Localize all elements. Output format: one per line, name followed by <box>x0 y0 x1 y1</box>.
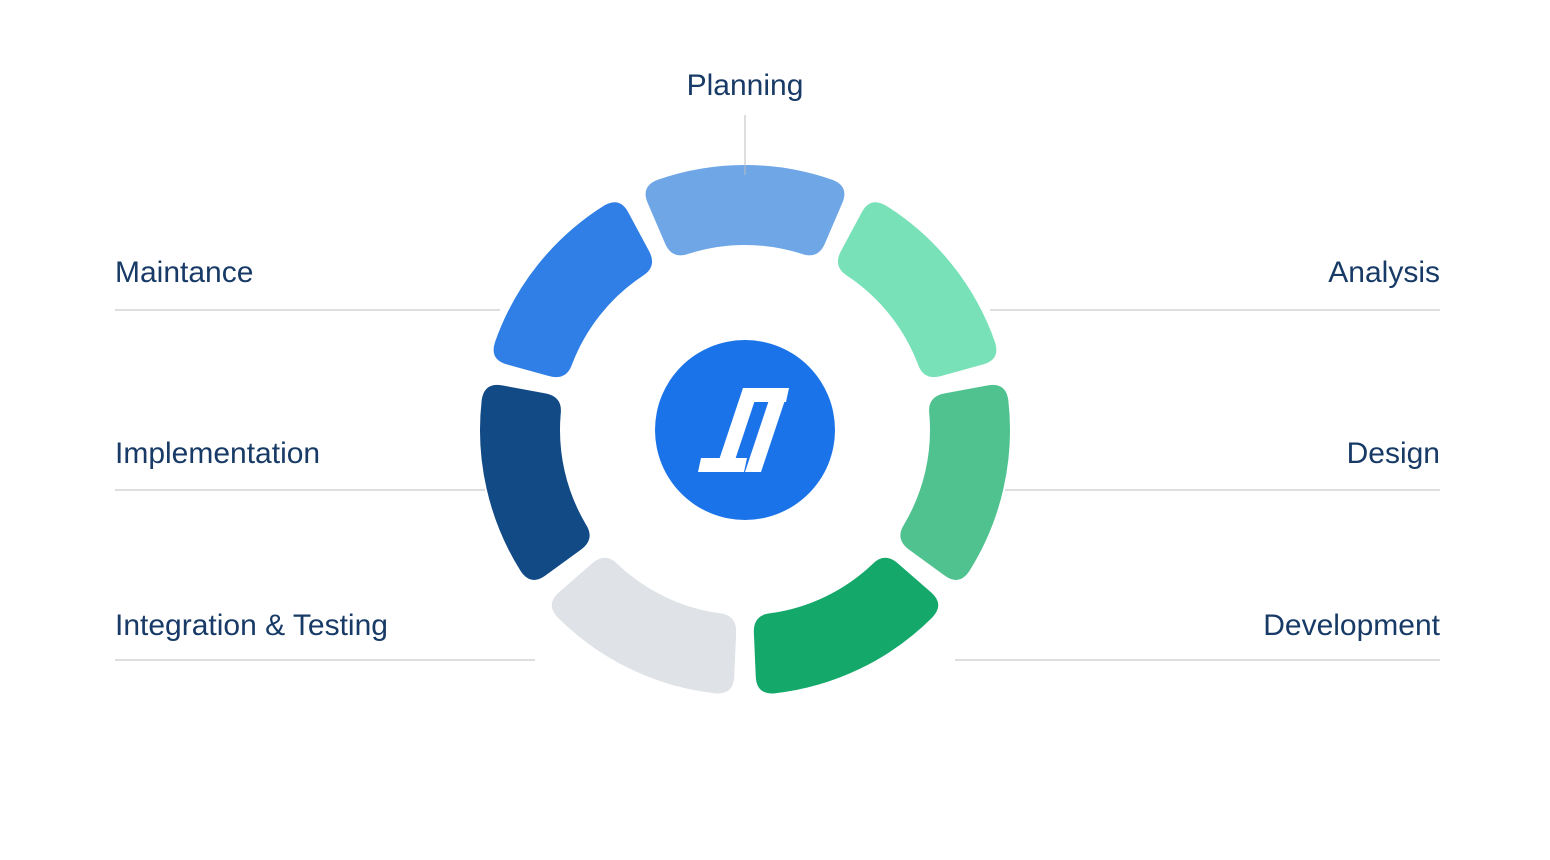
label-integration: Integration & Testing <box>115 609 388 642</box>
label-maintance: Maintance <box>115 256 253 289</box>
segment-implementation <box>480 385 590 580</box>
label-planning: Planning <box>687 69 804 102</box>
label-analysis: Analysis <box>1328 256 1440 289</box>
cycle-diagram: Planning Analysis Design Development Integra… <box>0 0 1550 860</box>
label-design: Design <box>1347 437 1440 470</box>
label-implementation: Implementation <box>115 437 320 470</box>
segment-design <box>900 385 1010 580</box>
segment-analysis <box>838 202 996 377</box>
segment-maintance <box>494 202 652 377</box>
label-development: Development <box>1263 609 1440 642</box>
segment-development <box>754 558 938 694</box>
segment-planning <box>646 165 845 255</box>
segment-integration <box>552 558 736 694</box>
